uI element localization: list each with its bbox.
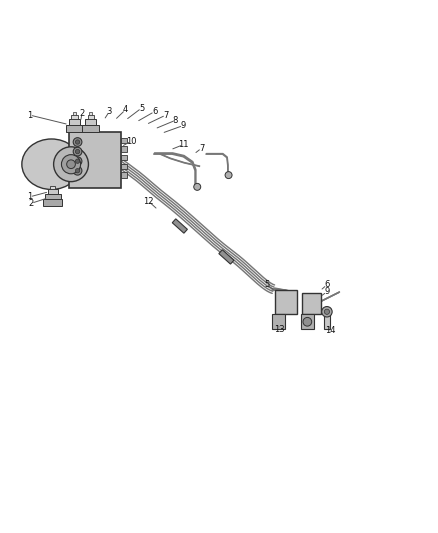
Text: 3: 3 (106, 107, 112, 116)
Text: 1: 1 (27, 192, 32, 201)
Bar (50, 186, 55, 189)
Bar (301, 314, 314, 329)
Bar (121, 147, 127, 151)
Text: 9: 9 (324, 287, 329, 296)
Bar (82, 125, 99, 132)
Text: 9: 9 (181, 121, 186, 130)
Text: 10: 10 (126, 136, 136, 146)
Bar (69, 119, 80, 125)
Text: 1: 1 (27, 110, 32, 119)
Circle shape (75, 149, 80, 154)
Text: 7: 7 (199, 143, 204, 152)
Circle shape (75, 140, 80, 144)
Bar (69, 132, 121, 188)
Bar (219, 250, 234, 264)
Bar (47, 189, 58, 194)
Bar (272, 314, 285, 329)
Text: 2: 2 (79, 109, 85, 118)
Text: 8: 8 (173, 116, 178, 125)
Bar (43, 199, 62, 206)
Circle shape (324, 309, 329, 314)
Text: 2: 2 (28, 199, 34, 208)
Bar (172, 219, 187, 233)
Text: 11: 11 (178, 140, 189, 149)
Bar (275, 290, 297, 314)
Bar (85, 119, 96, 125)
Text: 6: 6 (152, 107, 157, 116)
Circle shape (303, 318, 312, 326)
Bar (121, 155, 127, 160)
Circle shape (225, 172, 232, 179)
Circle shape (53, 147, 88, 182)
Bar (302, 294, 321, 314)
Circle shape (73, 147, 82, 156)
Text: 6: 6 (324, 280, 330, 289)
Circle shape (67, 160, 75, 168)
Text: 4: 4 (123, 106, 128, 114)
Circle shape (322, 306, 332, 317)
Bar (121, 164, 127, 169)
Text: 12: 12 (143, 197, 154, 206)
Bar (121, 138, 127, 143)
Circle shape (73, 138, 82, 147)
Bar (73, 111, 76, 115)
Bar (324, 313, 329, 329)
Bar (89, 111, 92, 115)
Text: 13: 13 (274, 325, 284, 334)
Circle shape (194, 183, 201, 190)
Circle shape (73, 157, 82, 166)
Circle shape (75, 168, 80, 173)
Text: 5: 5 (264, 280, 269, 289)
Circle shape (73, 166, 82, 175)
Bar (66, 125, 83, 132)
Bar (71, 115, 78, 119)
Circle shape (75, 159, 80, 163)
Text: 7: 7 (163, 110, 169, 119)
Bar (45, 194, 60, 199)
Circle shape (61, 155, 81, 174)
Bar (121, 173, 127, 177)
Bar (88, 115, 94, 119)
Text: 14: 14 (325, 326, 335, 335)
Ellipse shape (22, 139, 81, 189)
Text: 5: 5 (139, 103, 144, 112)
